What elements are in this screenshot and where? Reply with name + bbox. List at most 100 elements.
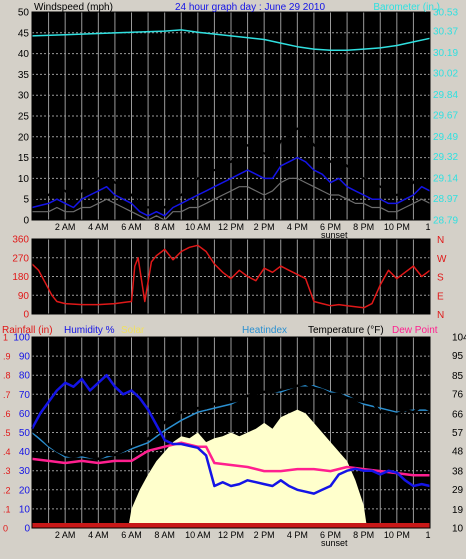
humidity-tick-label: 80 <box>19 371 31 382</box>
barometer-tick-label: 29.84 <box>433 90 458 101</box>
time-tick-label: 8 PM <box>353 222 374 232</box>
rain-left-ticks: 0 .1 .2 .3 .4 .5 .6 .7 .8 .9 1 <box>3 333 11 534</box>
temperature-tick-label: 76 <box>452 389 464 400</box>
compass-label: N <box>437 235 444 246</box>
barometer-tick-label: 28.97 <box>433 194 458 205</box>
barometer-tick-label: 30.37 <box>433 27 458 38</box>
heatindex-axis-label: Heatindex <box>242 325 287 336</box>
time-tick-label: 12 PM <box>218 530 244 540</box>
barometer-tick-label: 30.19 <box>433 48 458 59</box>
humidity-left-ticks: 0 10 20 30 40 50 60 70 80 90 100 <box>13 333 30 535</box>
temperature-axis-label: Temperature (°F) <box>308 325 384 336</box>
humidity-tick-label: 0 <box>24 524 30 535</box>
temperature-tick-label: 104 <box>452 333 466 344</box>
time-tick-label: 4 AM <box>88 222 109 232</box>
time-tick-label: 6 PM <box>320 530 341 540</box>
wind-low-line <box>32 177 431 221</box>
rainfall-axis-label: Rainfall (in) <box>2 325 53 336</box>
rain-tick-label: .2 <box>3 485 11 495</box>
temperature-right-ticks: 10 19 29 38 48 57 66 76 85 95 104 <box>452 333 466 535</box>
wind-time-labels: 2 AM 4 AM 6 AM 8 AM 10 AM 12 PM 2 PM 4 PM 6 PM 8 … <box>55 222 431 240</box>
time-tick-label: 6 PM <box>320 222 341 232</box>
time-tick-label: 2 AM <box>55 222 76 232</box>
direction-grid <box>32 239 430 314</box>
humidity-tick-label: 60 <box>19 409 31 420</box>
wind-tick-label: 50 <box>18 8 30 19</box>
temperature-tick-label: 85 <box>452 371 464 382</box>
time-tick-label: 2 AM <box>55 530 76 540</box>
windspeed-axis-label: Windspeed (mph) <box>34 2 113 13</box>
temperature-tick-label: 48 <box>452 446 464 457</box>
rain-tick-label: .8 <box>3 371 11 381</box>
rain-tick-label: 1 <box>3 333 8 343</box>
barometer-tick-label: 30.53 <box>433 8 458 19</box>
temperature-plot-frame <box>31 336 431 529</box>
time-tick-label: 10 PM <box>384 222 410 232</box>
chart-title: 24 hour graph day : June 29 2010 <box>175 2 326 13</box>
rain-tick-label: .6 <box>3 409 11 419</box>
solar-area <box>32 409 430 528</box>
temperature-tick-label: 57 <box>452 428 464 439</box>
barometer-tick-label: 29.32 <box>433 152 458 163</box>
wind-plot-frame <box>31 11 431 221</box>
temperature-tick-label: 19 <box>452 505 464 516</box>
humidity-tick-label: 90 <box>19 352 31 363</box>
wind-gust-line <box>31 127 431 209</box>
wind-tick-label: 15 <box>18 153 30 164</box>
wind-tick-label: 25 <box>18 112 30 123</box>
direction-series-group <box>31 244 431 309</box>
dewpoint-line <box>31 441 430 477</box>
temperature-tick-label: 66 <box>452 410 464 421</box>
rainfall-bar <box>32 523 430 528</box>
wind-tick-label: 30 <box>18 91 30 102</box>
sunset-label: sunset <box>321 230 348 240</box>
compass-label: E <box>437 291 444 302</box>
time-tick-label: 4 AM <box>88 530 109 540</box>
direction-tick-label: 180 <box>12 272 29 283</box>
time-tick-label: 6 AM <box>121 222 142 232</box>
time-tick-label: 10 AM <box>185 222 211 232</box>
time-tick-label: 10 AM <box>185 530 211 540</box>
humidity-tick-label: 30 <box>19 466 31 477</box>
wind-grid <box>32 12 430 220</box>
dewpoint-axis-label: Dew Point <box>392 325 438 336</box>
barometer-right-ticks: 28.79 28.97 29.14 29.32 29.49 29.67 29.84 30.02… <box>433 8 458 227</box>
rain-tick-label: .4 <box>3 447 11 457</box>
rain-tick-label: .1 <box>3 504 11 514</box>
direction-tick-label: 270 <box>12 253 29 264</box>
temperature-tick-label: 95 <box>452 351 464 362</box>
direction-tick-label: 0 <box>23 310 29 321</box>
compass-label: S <box>437 273 444 284</box>
wind-avg-line <box>31 156 431 217</box>
humidity-tick-label: 100 <box>13 333 30 344</box>
wind-barometer-panel: 0 5 10 15 20 25 30 35 40 45 50 28.79 28.97 29.14 29.3… <box>18 2 459 240</box>
time-tick-label: 1 <box>425 222 430 232</box>
wind-tick-label: 20 <box>18 132 30 143</box>
rain-tick-label: 0 <box>3 524 8 534</box>
temperature-line <box>31 382 431 461</box>
wind-tick-label: 40 <box>18 49 30 60</box>
time-tick-label: 1 <box>425 530 430 540</box>
time-tick-label: 4 PM <box>287 222 308 232</box>
time-tick-label: 6 AM <box>121 530 142 540</box>
time-tick-label: 12 PM <box>218 222 244 232</box>
sunset-label: sunset <box>321 538 348 548</box>
time-tick-label: 2 PM <box>254 530 275 540</box>
direction-plot-frame <box>31 238 431 315</box>
direction-tick-label: 360 <box>12 235 29 246</box>
compass-label: W <box>437 254 447 265</box>
humidity-axis-label: Humidity % <box>64 325 115 336</box>
humidity-tick-label: 40 <box>19 447 31 458</box>
solar-axis-label: Solar <box>121 325 145 336</box>
direction-left-ticks: 0 90 180 270 360 <box>12 235 29 321</box>
time-tick-label: 8 PM <box>353 530 374 540</box>
temperature-time-labels: 2 AM 4 AM 6 AM 8 AM 10 AM 12 PM 2 PM 4 PM 6 PM 8 … <box>55 530 431 548</box>
time-tick-label: 2 PM <box>254 222 275 232</box>
humidity-line <box>30 373 431 495</box>
barometer-axis-label: Barometer (in.) <box>373 2 440 13</box>
wind-left-ticks: 0 5 10 15 20 25 30 35 40 45 50 <box>18 8 30 227</box>
temperature-tick-label: 38 <box>452 467 464 478</box>
time-tick-label: 8 AM <box>154 222 175 232</box>
